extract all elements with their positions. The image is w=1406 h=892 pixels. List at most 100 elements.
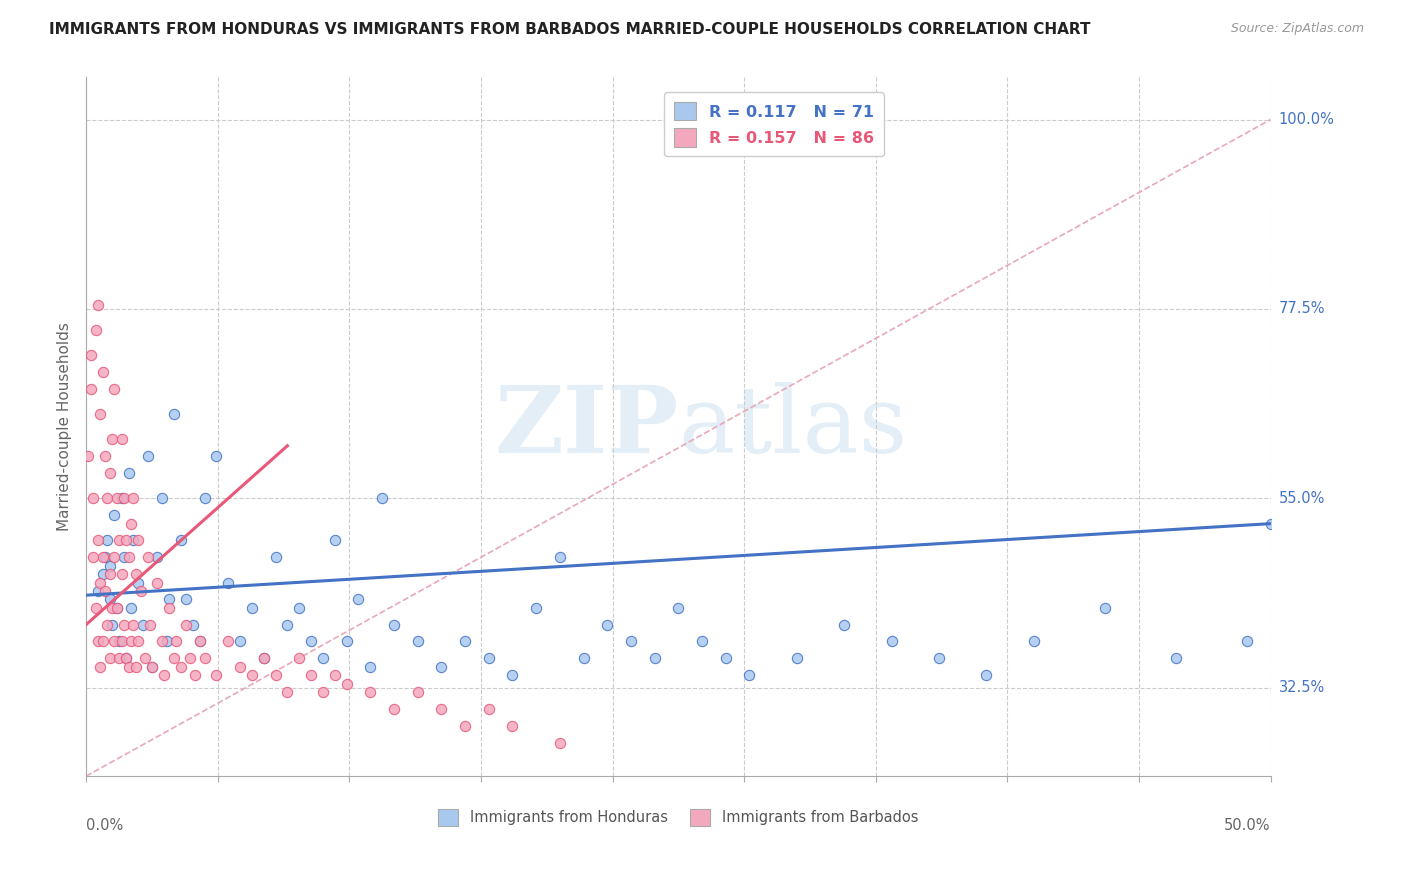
Point [98,567,121,582]
Point [108,651,131,665]
Point [103,508,125,523]
Point [454,719,477,733]
Point [87,298,110,312]
Point [101,617,124,632]
Point [134,651,156,665]
Point [103,550,125,565]
Point [89,659,111,673]
Text: Source: ZipAtlas.com: Source: ZipAtlas.com [1230,22,1364,36]
Text: atlas: atlas [678,382,907,472]
Point [548,550,571,565]
Point [82,550,104,565]
Point [501,719,523,733]
Point [94,450,117,464]
Point [359,659,381,673]
Point [170,659,193,673]
Point [786,651,808,665]
Point [136,450,159,464]
Point [112,491,135,506]
Point [596,617,619,632]
Point [141,659,163,673]
Point [84,600,107,615]
Point [150,634,173,648]
Point [89,575,111,590]
Point [103,634,125,648]
Point [240,668,263,682]
Point [359,685,381,699]
Point [406,685,429,699]
Point [80,348,103,362]
Point [371,491,394,506]
Point [163,651,186,665]
Point [1022,634,1045,648]
Point [217,575,239,590]
Point [253,651,276,665]
Point [110,433,132,447]
Point [880,634,903,648]
Point [77,450,100,464]
Point [1260,516,1282,531]
Point [264,668,287,682]
Text: 100.0%: 100.0% [1279,112,1334,127]
Point [193,491,215,506]
Point [127,634,149,648]
Point [91,365,114,379]
Point [96,533,118,548]
Point [430,659,453,673]
Point [108,533,131,548]
Point [129,584,152,599]
Point [478,702,501,716]
Point [974,668,997,682]
Point [193,651,215,665]
Point [170,533,193,548]
Point [136,550,159,565]
Point [98,651,121,665]
Point [312,651,335,665]
Point [181,617,204,632]
Point [323,533,346,548]
Point [430,702,453,716]
Point [288,600,311,615]
Point [105,491,128,506]
Point [382,702,405,716]
Point [118,659,141,673]
Point [87,533,110,548]
Point [120,600,142,615]
Point [122,491,145,506]
Point [288,651,311,665]
Point [714,651,737,665]
Point [524,600,547,615]
Point [163,407,186,421]
Point [217,634,239,648]
Point [165,634,187,648]
Point [276,617,298,632]
Point [82,491,104,506]
Point [312,685,335,699]
Point [96,617,118,632]
Text: 55.0%: 55.0% [1279,491,1326,506]
Text: 77.5%: 77.5% [1279,301,1326,317]
Text: ZIP: ZIP [494,382,678,472]
Point [347,592,370,607]
Point [105,600,128,615]
Point [122,617,145,632]
Point [188,634,211,648]
Point [112,550,135,565]
Point [1236,634,1258,648]
Point [108,634,131,648]
Point [299,668,322,682]
Point [132,617,155,632]
Point [125,567,148,582]
Point [84,323,107,337]
Point [110,491,132,506]
Point [115,533,138,548]
Point [105,600,128,615]
Point [276,685,298,699]
Point [115,651,138,665]
Legend: Immigrants from Honduras, Immigrants from Barbados: Immigrants from Honduras, Immigrants fro… [432,804,924,831]
Point [620,634,643,648]
Point [548,735,571,749]
Point [253,651,276,665]
Point [336,676,359,690]
Point [406,634,429,648]
